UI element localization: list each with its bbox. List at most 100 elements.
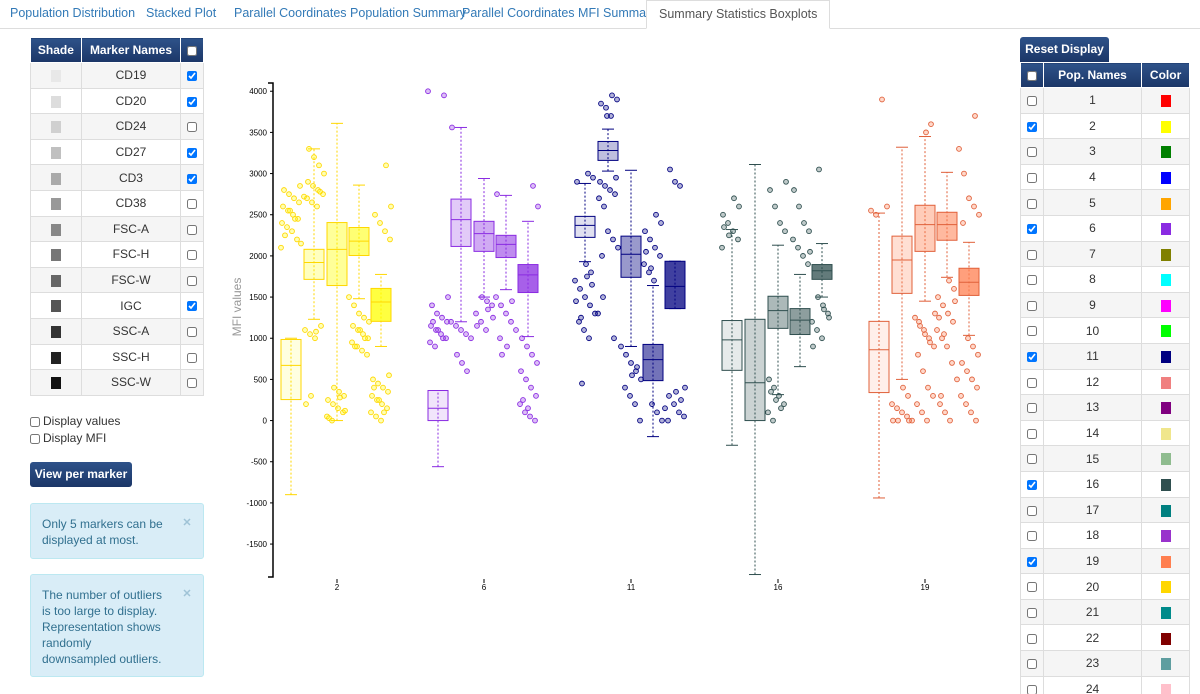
checkbox[interactable]: [187, 352, 198, 363]
checkbox[interactable]: [1026, 480, 1037, 491]
header-row: Pop. Names Color: [1020, 62, 1190, 88]
color-cell: [1141, 368, 1190, 396]
tab[interactable]: Summary Statistics Boxplots: [646, 0, 831, 29]
color-swatch: [1160, 632, 1171, 645]
outlier: [527, 413, 533, 420]
outlier: [805, 261, 811, 267]
alert: Only 5 markers can be displayed at most.: [30, 503, 204, 559]
population-name: 18: [1042, 522, 1143, 549]
outlier: [308, 393, 314, 399]
outlier: [947, 417, 953, 424]
checkbox[interactable]: [1026, 224, 1037, 235]
outlier: [286, 191, 292, 198]
checkbox[interactable]: [1026, 403, 1037, 414]
population-row: 5: [1020, 189, 1190, 216]
outlier: [588, 269, 594, 276]
outlier: [439, 314, 445, 321]
checkbox[interactable]: [187, 378, 198, 389]
outlier: [281, 187, 287, 193]
checkbox[interactable]: [1026, 249, 1037, 260]
check-cell: [1020, 342, 1044, 370]
tab[interactable]: Stacked Plot: [146, 6, 217, 20]
select-all-checkbox[interactable]: [1026, 70, 1037, 81]
checkbox[interactable]: [1026, 582, 1037, 593]
outlier: [361, 314, 367, 321]
check-cell: [180, 317, 204, 345]
outlier: [658, 220, 664, 226]
checkbox[interactable]: [1026, 377, 1037, 388]
checkbox[interactable]: [1026, 198, 1037, 209]
outlier: [324, 413, 330, 420]
checkbox[interactable]: [1026, 531, 1037, 542]
checkbox[interactable]: [1026, 352, 1037, 363]
checkbox[interactable]: [1026, 608, 1037, 618]
outlier: [524, 343, 530, 350]
checkbox[interactable]: [1026, 428, 1037, 439]
population-row: 8: [1020, 266, 1190, 293]
checkbox[interactable]: [187, 301, 198, 312]
checkbox[interactable]: [1026, 300, 1037, 311]
population-name: 10: [1042, 317, 1143, 344]
outlier: [438, 331, 444, 337]
outlier: [781, 401, 787, 407]
checkbox[interactable]: [1026, 684, 1037, 694]
marker-name: SSC-A: [80, 317, 182, 345]
tab[interactable]: Population Distribution: [10, 6, 136, 20]
checkbox[interactable]: [187, 96, 198, 107]
checkbox[interactable]: [187, 224, 198, 235]
checkbox[interactable]: [187, 71, 198, 82]
marker-row: CD24: [30, 113, 204, 140]
tab[interactable]: Parallel Coordinates Population Summary: [234, 6, 467, 20]
outlier: [677, 183, 683, 189]
checkbox[interactable]: [187, 327, 198, 338]
outlier: [523, 376, 529, 383]
checkbox[interactable]: [1026, 505, 1037, 516]
checkbox[interactable]: [1026, 172, 1037, 183]
checkbox[interactable]: [1026, 96, 1037, 107]
checkbox[interactable]: [187, 250, 198, 261]
outlier: [771, 384, 777, 391]
shade-swatch: [50, 377, 61, 390]
close-icon[interactable]: [183, 518, 191, 526]
shade-swatch: [50, 351, 61, 364]
y-tick-label: 2500: [249, 211, 267, 220]
outlier: [638, 376, 644, 383]
checkbox[interactable]: [187, 275, 198, 286]
checkbox[interactable]: [187, 199, 198, 210]
checkbox[interactable]: [1026, 147, 1037, 158]
outlier: [468, 335, 474, 342]
checkbox[interactable]: [187, 147, 198, 158]
checkbox[interactable]: [1026, 121, 1037, 132]
checkbox[interactable]: [1026, 326, 1037, 337]
box: [450, 198, 472, 247]
view-button[interactable]: View per marker: [30, 462, 132, 487]
checkbox[interactable]: [187, 173, 198, 184]
check-cell: [1020, 624, 1044, 652]
checkbox[interactable]: [187, 122, 198, 133]
outlier: [427, 339, 433, 346]
tab[interactable]: Parallel Coordinates MFI Summary: [462, 6, 657, 20]
outlier: [905, 393, 911, 399]
outlier: [894, 405, 900, 412]
checkbox[interactable]: [1026, 556, 1037, 567]
select-all-checkbox[interactable]: [187, 45, 198, 56]
checkbox[interactable]: [30, 416, 40, 427]
checkbox[interactable]: [1026, 659, 1037, 670]
option[interactable]: Display values: [30, 414, 120, 428]
checkbox[interactable]: [30, 433, 40, 444]
checkbox[interactable]: [1026, 454, 1037, 465]
y-tick-label: -1500: [247, 540, 268, 549]
outlier: [583, 261, 589, 267]
checkbox[interactable]: [1026, 633, 1037, 644]
header-row: Shade Marker Names: [30, 37, 204, 63]
color-swatch: [1160, 376, 1171, 389]
checkbox[interactable]: [1026, 275, 1037, 286]
close-icon[interactable]: [183, 589, 191, 597]
outlier: [380, 384, 386, 391]
outlier: [641, 261, 647, 267]
reset-button[interactable]: Reset Display: [1020, 37, 1109, 62]
option[interactable]: Display MFI: [30, 431, 106, 445]
marker-row: CD3: [30, 164, 204, 191]
outlier: [612, 191, 618, 198]
